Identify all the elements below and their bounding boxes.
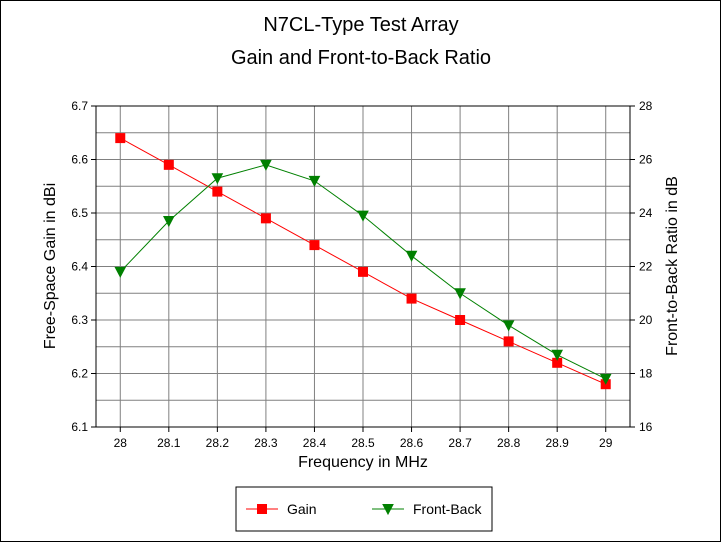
right-tick-label: 28 bbox=[639, 99, 653, 113]
right-tick-label: 20 bbox=[639, 313, 653, 327]
x-tick-label: 28.9 bbox=[546, 436, 570, 450]
right-tick-label: 22 bbox=[639, 260, 653, 274]
data-point-gain bbox=[212, 186, 223, 197]
chart-title: N7CL-Type Test Array bbox=[263, 14, 458, 36]
x-axis-label: Frequency in MHz bbox=[298, 454, 428, 471]
data-point-gain bbox=[115, 133, 126, 144]
series-front-back bbox=[114, 159, 612, 385]
x-tick-label: 28.6 bbox=[400, 436, 424, 450]
left-tick-label: 6.4 bbox=[71, 260, 88, 274]
data-point-front-back bbox=[308, 175, 321, 187]
data-point-front-back bbox=[162, 216, 175, 228]
data-point-front-back bbox=[502, 320, 515, 332]
data-point-gain bbox=[358, 266, 368, 277]
data-point-front-back bbox=[211, 173, 224, 185]
data-point-front-back bbox=[599, 373, 612, 385]
x-tick-label: 28 bbox=[114, 436, 128, 450]
right-tick-label: 16 bbox=[639, 420, 653, 434]
left-tick-label: 6.6 bbox=[71, 153, 88, 167]
x-tick-label: 28.5 bbox=[351, 436, 375, 450]
data-point-front-back bbox=[114, 266, 127, 278]
left-tick-label: 6.7 bbox=[71, 99, 88, 113]
x-tick-label: 28.8 bbox=[497, 436, 521, 450]
grid-lines bbox=[96, 106, 630, 427]
legend-marker-front-back bbox=[382, 504, 394, 516]
x-axis-ticks: 28 28.1 28.2 28.3 28.4 28.5 28.6 28.7 28.8 28.9 29 bbox=[114, 427, 613, 450]
data-point-gain bbox=[406, 293, 417, 304]
right-tick-label: 24 bbox=[639, 206, 653, 220]
data-point-front-back bbox=[260, 159, 272, 171]
x-tick-label: 28.7 bbox=[448, 436, 472, 450]
data-point-front-back bbox=[551, 349, 564, 361]
data-point-front-back bbox=[405, 250, 418, 262]
data-point-gain bbox=[309, 240, 320, 251]
legend: Gain Front-Back bbox=[235, 486, 493, 532]
left-tick-label: 6.5 bbox=[71, 206, 88, 220]
data-point-gain bbox=[455, 315, 466, 325]
data-point-gain bbox=[503, 336, 514, 347]
data-point-front-back bbox=[454, 288, 466, 300]
legend-label-front-back: Front-Back bbox=[413, 501, 482, 517]
right-axis-ticks: 16 18 20 22 24 26 28 bbox=[630, 99, 653, 434]
chart-subtitle: Gain and Front-to-Back Ratio bbox=[231, 47, 491, 69]
x-tick-label: 28.2 bbox=[206, 436, 230, 450]
right-axis-label: Front-to-Back Ratio in dB bbox=[664, 176, 681, 356]
x-tick-label: 28.1 bbox=[157, 436, 181, 450]
left-axis-label: Free-Space Gain in dBi bbox=[42, 183, 59, 349]
data-point-gain bbox=[260, 213, 271, 224]
left-axis-ticks: 6.1 6.2 6.3 6.4 6.5 6.6 6.7 bbox=[71, 99, 96, 434]
legend-marker-gain bbox=[257, 504, 267, 514]
legend-items: Gain Front-Back bbox=[246, 501, 482, 517]
right-tick-label: 18 bbox=[639, 367, 653, 381]
x-tick-label: 29 bbox=[599, 436, 613, 450]
series-layer bbox=[114, 133, 612, 390]
data-point-front-back bbox=[357, 210, 369, 222]
right-tick-label: 26 bbox=[639, 153, 653, 167]
x-tick-label: 28.4 bbox=[303, 436, 327, 450]
left-tick-label: 6.3 bbox=[71, 313, 88, 327]
legend-label-gain: Gain bbox=[287, 501, 317, 517]
left-tick-label: 6.2 bbox=[71, 367, 88, 381]
data-point-gain bbox=[163, 159, 174, 170]
left-tick-label: 6.1 bbox=[71, 420, 88, 434]
legend-box bbox=[235, 486, 493, 532]
x-tick-label: 28.3 bbox=[254, 436, 278, 450]
